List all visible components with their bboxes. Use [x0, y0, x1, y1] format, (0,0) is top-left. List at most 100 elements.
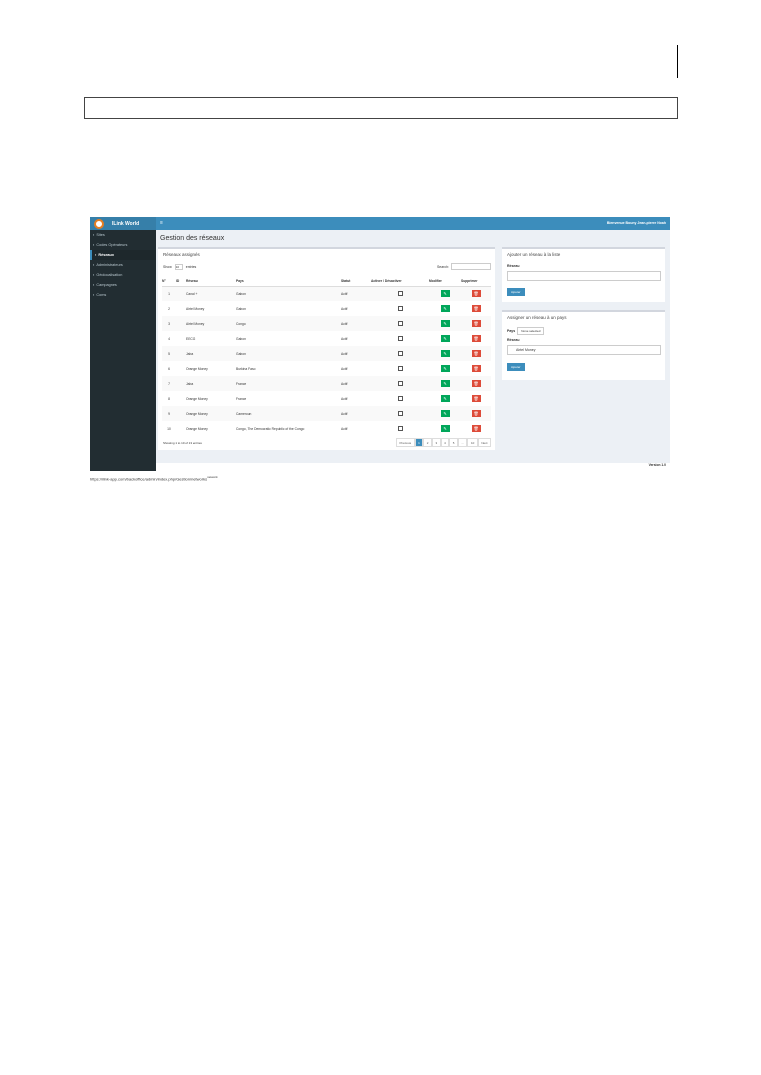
page-link[interactable]: 4	[440, 438, 450, 447]
sidebar-item-6[interactable]: ▪ Coms	[90, 290, 156, 300]
toggle-checkbox[interactable]	[397, 395, 403, 401]
delete-button[interactable]: 🗑	[471, 320, 481, 327]
edit-button[interactable]: ✎	[440, 335, 450, 342]
page-link[interactable]: Previous	[395, 438, 415, 447]
column-header[interactable]: Statut	[341, 277, 371, 287]
delete-button[interactable]: 🗑	[471, 290, 481, 298]
country-cell: France	[236, 396, 247, 401]
delete-button[interactable]: 🗑	[471, 365, 481, 372]
network-input[interactable]	[507, 271, 661, 281]
id-cell	[176, 286, 186, 301]
toggle-checkbox[interactable]	[397, 305, 403, 311]
page-link[interactable]: ...	[457, 438, 468, 447]
id-cell	[176, 331, 186, 346]
column-header[interactable]: Réseau	[186, 277, 236, 287]
menu-toggle-icon[interactable]: ≡	[160, 220, 163, 226]
assign-network-button[interactable]: Ajouter	[507, 363, 525, 371]
entries-label: entries	[185, 265, 197, 269]
table-row: 10 Orange Money Congo, The Democratic Repu…	[162, 421, 491, 436]
margin-line	[677, 45, 678, 78]
page-title: Gestion des réseaux	[160, 235, 225, 242]
delete-button[interactable]: 🗑	[471, 350, 481, 357]
edit-button[interactable]: ✎	[440, 350, 450, 357]
logo[interactable]: ILink World	[90, 217, 156, 230]
network-cell: Orange Money	[186, 396, 208, 401]
row-number: 5	[162, 346, 176, 361]
country-cell: Gabon	[236, 346, 341, 361]
welcome-user[interactable]: Bienvenue Bouny Jean-pierre Noah	[606, 221, 666, 225]
page-link[interactable]: 10	[467, 438, 478, 447]
edit-button[interactable]: ✎	[440, 395, 450, 402]
network-select[interactable]: Airtel Money	[507, 345, 661, 355]
toggle-checkbox[interactable]	[397, 290, 403, 296]
column-header[interactable]: Modifier	[429, 277, 461, 287]
sidebar-item-label: Sites	[96, 233, 105, 237]
delete-button[interactable]: 🗑	[471, 380, 481, 387]
edit-button[interactable]: ✎	[440, 320, 450, 327]
delete-button[interactable]: 🗑	[471, 395, 481, 402]
toggle-checkbox[interactable]	[397, 320, 403, 326]
panel-title: Assigner un réseau à un pays	[507, 315, 567, 320]
url-suffix: network	[207, 475, 218, 479]
id-cell	[176, 316, 186, 331]
status-url: https://ilink-app.com/backoffice/admin/i…	[90, 475, 218, 481]
page-link[interactable]: 2	[423, 438, 432, 447]
footer: Version 1.0	[156, 463, 670, 471]
toggle-checkbox[interactable]	[397, 335, 403, 341]
screenshot: ILink World ≡ Bienvenue Bouny Jean-pierr…	[90, 217, 670, 471]
country-cell: Gabon	[236, 286, 341, 301]
column-header[interactable]: Activer / Désactiver	[371, 277, 429, 287]
sidebar-item-5[interactable]: ▪ Campagnes	[90, 280, 156, 290]
sidebar-item-label: Réseaux	[98, 253, 114, 257]
sidebar-item-2[interactable]: ▪ Réseaux	[90, 250, 156, 260]
country-cell: Burkina Faso	[236, 366, 256, 371]
toggle-checkbox[interactable]	[397, 350, 403, 356]
status-cell: Actif	[341, 306, 348, 311]
column-header[interactable]: Pays	[236, 277, 341, 287]
sidebar-item-0[interactable]: ▪ Sites	[90, 230, 156, 240]
sidebar-item-label: Administrateurs	[96, 263, 123, 267]
edit-button[interactable]: ✎	[440, 380, 450, 387]
add-network-button[interactable]: Ajouter	[507, 288, 525, 296]
table-row: 1 Canal + Gabon Actif ✎ 🗑	[162, 286, 491, 301]
entries-select[interactable]: 10	[174, 264, 183, 270]
edit-button[interactable]: ✎	[440, 425, 450, 432]
table-icon: ▪	[93, 243, 95, 247]
sidebar-item-label: Coms	[96, 293, 107, 297]
delete-button[interactable]: 🗑	[471, 335, 481, 342]
toggle-checkbox[interactable]	[397, 380, 403, 386]
map-marker-icon: ▪	[93, 283, 95, 287]
edit-button[interactable]: ✎	[440, 365, 450, 372]
sidebar-item-1[interactable]: ▪ Codes Opérateurs	[90, 240, 156, 250]
column-header[interactable]: Supprimer	[461, 277, 491, 287]
status-cell: Actif	[341, 406, 371, 421]
page-link[interactable]: 5	[449, 438, 458, 447]
show-label: Show	[163, 265, 172, 269]
toggle-checkbox[interactable]	[397, 365, 403, 371]
page-link[interactable]: Next	[477, 438, 491, 447]
table-row: 9 Orange Money Cameroun Actif ✎ 🗑	[162, 406, 491, 421]
country-cell: Congo	[236, 316, 341, 331]
toggle-checkbox[interactable]	[397, 410, 403, 416]
country-cell: France	[236, 376, 341, 391]
page-link[interactable]: 3	[431, 438, 441, 447]
column-header[interactable]: ID	[176, 277, 186, 287]
page-link[interactable]: 1	[414, 438, 424, 447]
url-text: https://ilink-app.com/backoffice/admin/i…	[90, 476, 208, 482]
edit-button[interactable]: ✎	[440, 305, 450, 312]
country-multiselect[interactable]: None selected	[517, 327, 545, 335]
delete-button[interactable]: 🗑	[471, 410, 481, 417]
sidebar-item-3[interactable]: ▪ Administrateurs	[90, 260, 156, 270]
sidebar-item-4[interactable]: ▪ Géolocalisation	[90, 270, 156, 280]
column-header[interactable]: N°	[162, 277, 176, 287]
edit-button[interactable]: ✎	[440, 410, 450, 417]
status-cell: Actif	[341, 346, 371, 361]
toggle-checkbox[interactable]	[397, 425, 403, 431]
id-cell	[176, 361, 186, 376]
delete-button[interactable]: 🗑	[471, 305, 481, 312]
delete-button[interactable]: 🗑	[471, 425, 481, 432]
status-cell: Actif	[341, 336, 348, 341]
table-row: 3 Airtel Money Congo Actif ✎ 🗑	[162, 316, 491, 331]
search-input[interactable]	[451, 263, 491, 270]
edit-button[interactable]: ✎	[440, 290, 450, 298]
